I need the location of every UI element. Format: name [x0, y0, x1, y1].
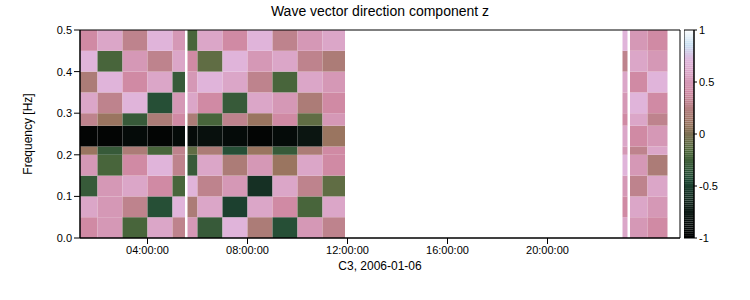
- svg-text:0.2: 0.2: [57, 149, 72, 161]
- svg-text:-0.5: -0.5: [699, 180, 718, 192]
- svg-text:12:00:00: 12:00:00: [326, 244, 369, 256]
- svg-text:0.3: 0.3: [57, 107, 72, 119]
- svg-text:1: 1: [699, 24, 705, 36]
- svg-text:20:00:00: 20:00:00: [526, 244, 569, 256]
- svg-text:0.0: 0.0: [57, 232, 72, 244]
- svg-text:08:00:00: 08:00:00: [226, 244, 269, 256]
- svg-text:C3, 2006-01-06: C3, 2006-01-06: [338, 259, 422, 273]
- html-text:Wave vector direction componen: Wave vector direction component z: [270, 3, 490, 19]
- svg-text:0.5: 0.5: [57, 24, 72, 36]
- svg-text:0.4: 0.4: [57, 66, 72, 78]
- svg-text:0.1: 0.1: [57, 190, 72, 202]
- svg-text:0.5: 0.5: [699, 76, 714, 88]
- svg-text:0: 0: [699, 128, 705, 140]
- svg-text:Frequency [Hz]: Frequency [Hz]: [21, 93, 35, 174]
- svg-text:04:00:00: 04:00:00: [126, 244, 169, 256]
- svg-text:16:00:00: 16:00:00: [426, 244, 469, 256]
- svg-text:-1: -1: [699, 232, 709, 244]
